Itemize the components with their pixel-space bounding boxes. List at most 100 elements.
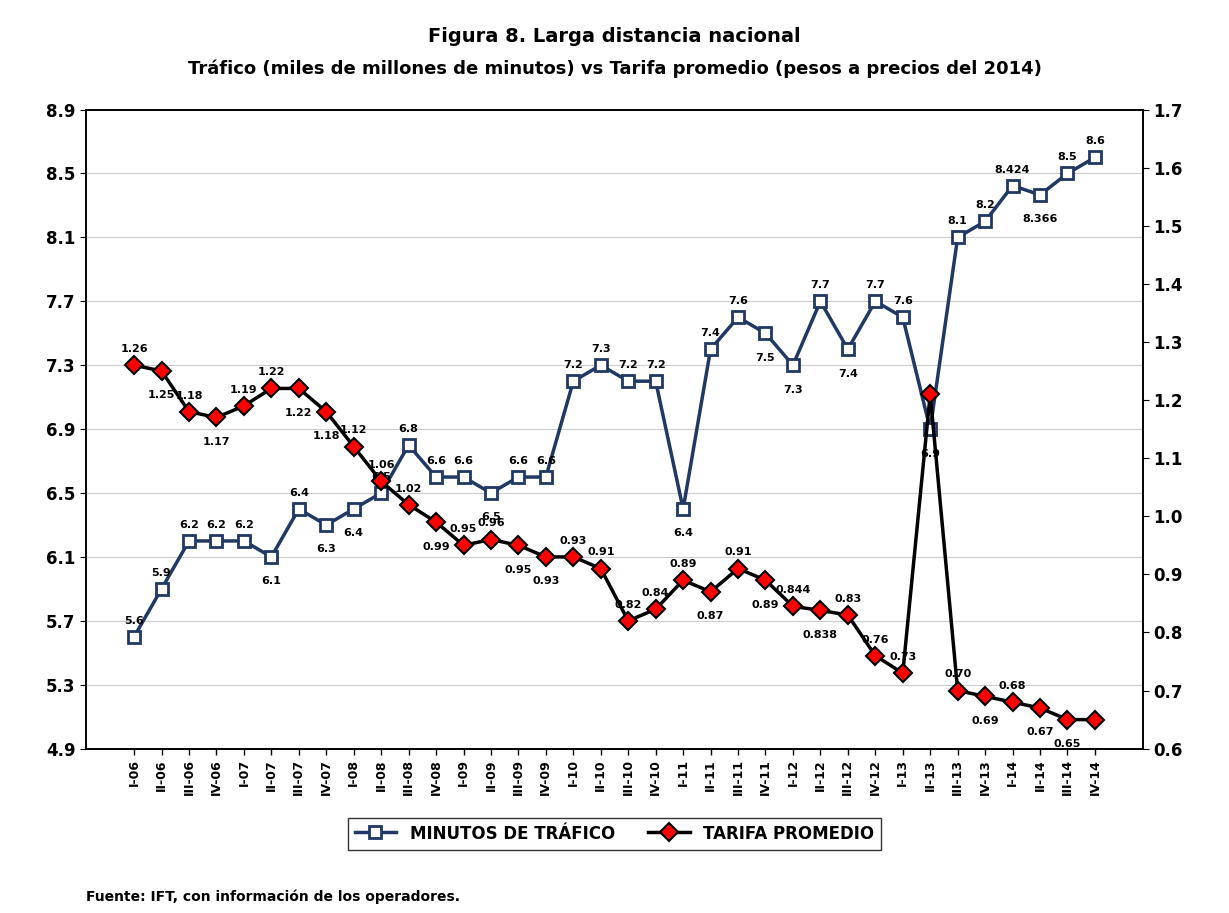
MINUTOS DE TRÁFICO: [511, 472, 526, 483]
TARIFA PROMEDIO: [538, 551, 553, 562]
TARIFA PROMEDIO: [621, 615, 635, 626]
Text: 0.76: 0.76: [862, 635, 889, 645]
Text: 0.838: 0.838: [803, 630, 838, 640]
Text: 1.18: 1.18: [312, 431, 340, 441]
MINUTOS DE TRÁFICO: [318, 519, 333, 530]
TARIFA PROMEDIO: [264, 383, 279, 394]
MINUTOS DE TRÁFICO: [731, 312, 746, 323]
Text: 0.89: 0.89: [752, 600, 779, 610]
Text: 7.7: 7.7: [865, 280, 885, 290]
MINUTOS DE TRÁFICO: [483, 488, 498, 498]
TARIFA PROMEDIO: [511, 540, 526, 551]
Text: 0.69: 0.69: [971, 716, 999, 726]
MINUTOS DE TRÁFICO: [291, 504, 306, 515]
Text: 6.9: 6.9: [921, 448, 940, 458]
Text: 1.06: 1.06: [367, 460, 395, 470]
MINUTOS DE TRÁFICO: [703, 344, 718, 355]
TARIFA PROMEDIO: [676, 574, 691, 585]
TARIFA PROMEDIO: [649, 603, 664, 614]
TARIFA PROMEDIO: [923, 389, 938, 400]
Text: 0.84: 0.84: [642, 588, 670, 598]
TARIFA PROMEDIO: [703, 586, 718, 597]
MINUTOS DE TRÁFICO: [1032, 189, 1047, 200]
Text: 0.96: 0.96: [477, 519, 505, 529]
TARIFA PROMEDIO: [950, 685, 965, 696]
Text: 6.4: 6.4: [289, 488, 308, 498]
TARIFA PROMEDIO: [896, 667, 911, 678]
Text: 6.5: 6.5: [481, 512, 501, 522]
MINUTOS DE TRÁFICO: [868, 296, 882, 307]
TARIFA PROMEDIO: [318, 406, 333, 417]
TARIFA PROMEDIO: [978, 691, 993, 702]
MINUTOS DE TRÁFICO: [814, 296, 828, 307]
Text: 1.17: 1.17: [203, 437, 230, 447]
TARIFA PROMEDIO: [785, 601, 800, 612]
MINUTOS DE TRÁFICO: [538, 472, 553, 483]
Text: 6.8: 6.8: [398, 424, 419, 434]
Text: 8.2: 8.2: [976, 200, 995, 210]
TARIFA PROMEDIO: [1005, 697, 1020, 708]
Text: 7.2: 7.2: [645, 360, 666, 370]
MINUTOS DE TRÁFICO: [594, 360, 608, 371]
Text: 1.22: 1.22: [258, 367, 285, 377]
MINUTOS DE TRÁFICO: [374, 488, 388, 498]
MINUTOS DE TRÁFICO: [236, 535, 251, 546]
Text: 0.65: 0.65: [1053, 739, 1082, 749]
Text: 6.1: 6.1: [262, 576, 281, 586]
TARIFA PROMEDIO: [154, 365, 168, 376]
Text: 6.6: 6.6: [509, 456, 528, 466]
Text: 0.95: 0.95: [505, 565, 532, 575]
Text: 7.7: 7.7: [810, 280, 831, 290]
TARIFA PROMEDIO: [347, 441, 361, 452]
Text: 1.25: 1.25: [147, 391, 176, 401]
Text: Figura 8. Larga distancia nacional: Figura 8. Larga distancia nacional: [428, 27, 801, 47]
MINUTOS DE TRÁFICO: [401, 440, 415, 451]
Text: 0.83: 0.83: [834, 594, 862, 603]
TARIFA PROMEDIO: [401, 499, 415, 510]
Text: 6.6: 6.6: [536, 456, 556, 466]
Text: 6.4: 6.4: [344, 529, 364, 539]
MINUTOS DE TRÁFICO: [209, 535, 224, 546]
Text: 6.4: 6.4: [673, 529, 693, 539]
Text: 0.93: 0.93: [559, 536, 587, 546]
Text: 0.95: 0.95: [450, 524, 477, 534]
TARIFA PROMEDIO: [456, 540, 471, 551]
Text: 0.89: 0.89: [670, 559, 697, 569]
Text: 1.19: 1.19: [230, 384, 258, 394]
TARIFA PROMEDIO: [182, 406, 197, 417]
Text: 0.67: 0.67: [1026, 728, 1053, 738]
Legend: MINUTOS DE TRÁFICO, TARIFA PROMEDIO: MINUTOS DE TRÁFICO, TARIFA PROMEDIO: [348, 818, 881, 850]
Text: Fuente: IFT, con información de los operadores.: Fuente: IFT, con información de los oper…: [86, 889, 460, 904]
MINUTOS DE TRÁFICO: [1005, 180, 1020, 191]
MINUTOS DE TRÁFICO: [621, 376, 635, 387]
Line: TARIFA PROMEDIO: TARIFA PROMEDIO: [128, 359, 1101, 726]
Text: 0.91: 0.91: [587, 548, 614, 558]
Text: 7.4: 7.4: [701, 328, 720, 338]
MINUTOS DE TRÁFICO: [565, 376, 580, 387]
MINUTOS DE TRÁFICO: [182, 535, 197, 546]
TARIFA PROMEDIO: [868, 650, 882, 661]
TARIFA PROMEDIO: [814, 605, 828, 616]
Text: 0.73: 0.73: [889, 652, 917, 662]
Text: 7.5: 7.5: [756, 352, 775, 362]
Text: 8.366: 8.366: [1023, 215, 1058, 225]
TARIFA PROMEDIO: [374, 476, 388, 487]
Text: 5.9: 5.9: [151, 568, 171, 578]
MINUTOS DE TRÁFICO: [841, 344, 855, 355]
TARIFA PROMEDIO: [291, 383, 306, 394]
Text: 0.93: 0.93: [532, 576, 559, 586]
Text: 7.2: 7.2: [563, 360, 584, 370]
MINUTOS DE TRÁFICO: [456, 472, 471, 483]
Text: 0.99: 0.99: [423, 541, 450, 551]
Text: 6.2: 6.2: [234, 519, 254, 530]
TARIFA PROMEDIO: [429, 517, 444, 528]
Text: 7.6: 7.6: [728, 296, 748, 306]
Text: 7.3: 7.3: [783, 384, 803, 394]
TARIFA PROMEDIO: [594, 563, 608, 574]
Text: 0.91: 0.91: [724, 548, 752, 558]
Text: 1.22: 1.22: [285, 408, 312, 418]
MINUTOS DE TRÁFICO: [978, 216, 993, 227]
TARIFA PROMEDIO: [127, 360, 141, 371]
MINUTOS DE TRÁFICO: [785, 360, 800, 371]
Text: 8.5: 8.5: [1058, 152, 1078, 163]
